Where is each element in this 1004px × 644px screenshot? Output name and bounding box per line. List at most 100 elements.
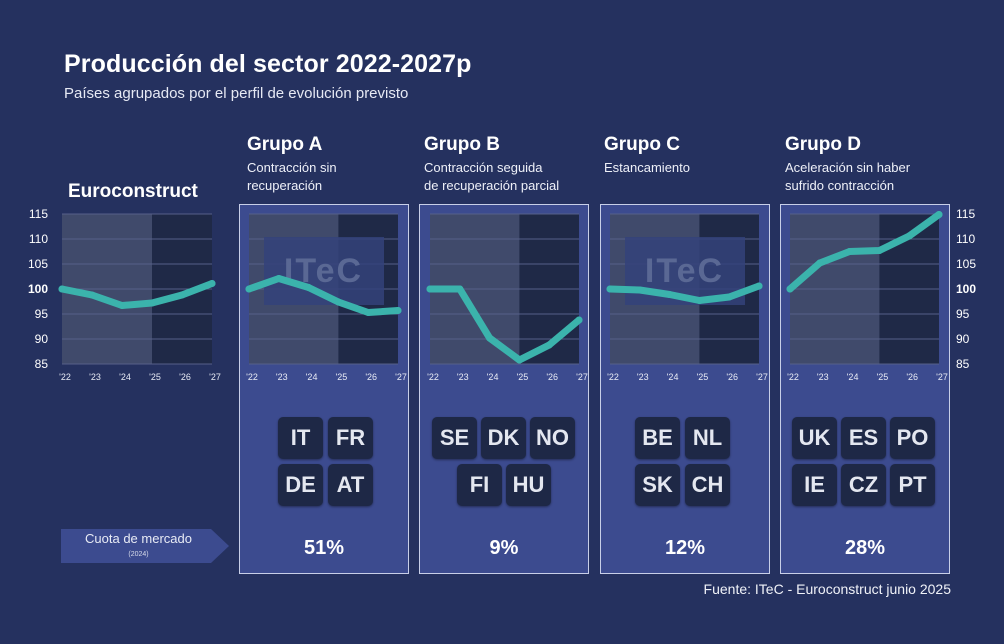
x-tick-label: '26 (906, 372, 918, 382)
market-share-arrow (61, 529, 229, 563)
country-tile: NL (685, 417, 730, 459)
country-tile: IT (278, 417, 323, 459)
country-tile: FI (457, 464, 502, 506)
data-point (755, 282, 763, 290)
y-tick-label: 100 (28, 282, 48, 296)
data-point (305, 284, 313, 291)
x-tick-label: '27 (395, 372, 407, 382)
group-c-desc-line1: Estancamiento (604, 160, 690, 175)
x-tick-label: '23 (637, 372, 649, 382)
country-tile: DK (481, 417, 526, 459)
watermark-text: ITeC (645, 252, 724, 290)
y-tick-label: 110 (29, 232, 48, 246)
data-point (695, 297, 703, 304)
x-tick-label: '25 (697, 372, 709, 382)
data-point (178, 291, 186, 299)
group-d-desc-line2: sufrido contracción (785, 178, 895, 193)
group-d-desc: Aceleración sin haber sufrido contracció… (785, 159, 965, 195)
x-tick-label: '27 (936, 372, 948, 382)
group-d-title: Grupo D (785, 134, 861, 155)
x-tick-label: '26 (179, 372, 191, 382)
group-c-title: Grupo C (604, 134, 680, 155)
y-tick-label: 115 (29, 207, 48, 221)
data-point (208, 280, 216, 287)
group-a-desc-line2: recuperación (247, 178, 323, 193)
country-tile: NO (530, 417, 575, 459)
data-point (545, 341, 553, 349)
data-point (118, 302, 126, 309)
x-tick-label: '27 (576, 372, 588, 382)
series-line (786, 211, 943, 293)
country-tile: HU (506, 464, 551, 506)
country-tile: PT (890, 464, 935, 506)
data-point (486, 334, 494, 342)
data-point (515, 356, 523, 364)
x-tick-label: '25 (149, 372, 161, 382)
y-tick-label: 95 (35, 307, 49, 321)
x-tick-label: '24 (119, 372, 131, 382)
group-b-desc-line2: de recuperación parcial (424, 178, 560, 193)
page-title: Producción del sector 2022-2027p (64, 50, 472, 78)
data-point (816, 259, 824, 267)
group-a-desc-line1: Contracción sin (247, 160, 337, 175)
series-line (606, 282, 763, 304)
x-tick-label: '24 (667, 372, 679, 382)
x-tick-label: '22 (427, 372, 439, 382)
market-share-label: Cuota de mercado (85, 531, 192, 546)
group-d-desc-line1: Aceleración sin haber (785, 160, 911, 175)
data-point (935, 211, 943, 218)
x-tick-label: '22 (246, 372, 258, 382)
data-point (456, 285, 464, 293)
y-tick-label: 95 (956, 307, 970, 321)
country-tile: SK (635, 464, 680, 506)
y-tick-label: 105 (956, 257, 976, 271)
data-point (364, 309, 372, 316)
euroconstruct-label: Euroconstruct (68, 181, 198, 202)
y-tick-label: 90 (35, 332, 49, 346)
data-point (846, 248, 854, 255)
group-c-desc: Estancamiento (604, 159, 784, 177)
chart-group-c: ITeC '22 '23 '24 '25 '26 '27 (606, 213, 768, 382)
y-tick-label: 90 (956, 332, 970, 346)
country-tile: SE (432, 417, 477, 459)
country-tile: PO (890, 417, 935, 459)
series-line (245, 275, 402, 316)
country-tile: CH (685, 464, 730, 506)
data-point (58, 285, 66, 293)
x-tick-label: '26 (546, 372, 558, 382)
charts-layer: '22 '23 '24 '25 '26 '27 115 110 105 100 95 90 85 ITe… (28, 207, 976, 382)
data-point (575, 316, 583, 324)
x-tick-label: '25 (877, 372, 889, 382)
country-tile: BE (635, 417, 680, 459)
country-tile: DE (278, 464, 323, 506)
group-a-title: Grupo A (247, 134, 323, 155)
x-tick-label: '27 (756, 372, 768, 382)
y-tick-label: 85 (956, 357, 970, 371)
x-tick-label: '24 (306, 372, 318, 382)
group-c-share: 12% (664, 537, 706, 559)
data-point (334, 298, 342, 306)
chart-group-a: ITeC'22'23'24'25'26'27 (245, 213, 407, 382)
y-tick-label: 105 (28, 257, 48, 271)
group-a-desc: Contracción sin recuperación (247, 159, 427, 195)
group-a-share: 51% (303, 537, 345, 559)
group-b-share: 9% (489, 537, 519, 559)
x-tick-label: '27 (209, 372, 221, 382)
x-tick-label: '24 (847, 372, 859, 382)
group-b-desc: Contracción seguida de recuperación parc… (424, 159, 599, 195)
chart-euroconstruct: '22 '23 '24 '25 '26 '27 115 110 105 100 95 90 85 (28, 207, 221, 382)
chart-group-d: '22 '23 '24 '25 '26 '27 115 110 105 100 95 90 85 (786, 207, 976, 382)
data-point (148, 299, 156, 307)
x-tick-label: '22 (787, 372, 799, 382)
x-tick-label: '22 (59, 372, 71, 382)
data-point (666, 291, 674, 298)
x-tick-label: '23 (457, 372, 469, 382)
x-tick-label: '25 (336, 372, 348, 382)
y-tick-label: 115 (956, 207, 975, 221)
data-point (786, 285, 794, 293)
country-tile: AT (328, 464, 373, 506)
data-point (88, 291, 96, 299)
x-tick-label: '23 (89, 372, 101, 382)
group-b-desc-line1: Contracción seguida (424, 160, 543, 175)
country-tile: CZ (841, 464, 886, 506)
